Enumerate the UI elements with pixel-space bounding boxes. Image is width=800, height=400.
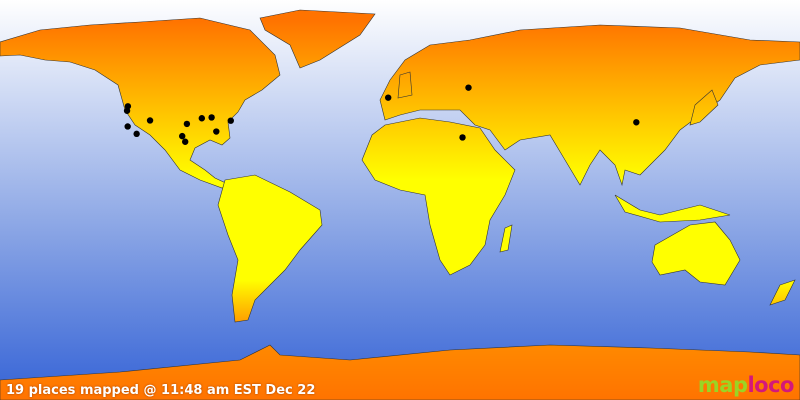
- australia: [651, 221, 741, 286]
- place-marker[interactable]: [633, 119, 640, 126]
- place-marker[interactable]: [124, 123, 131, 130]
- greenland: [259, 9, 376, 69]
- place-marker[interactable]: [227, 117, 234, 124]
- place-marker[interactable]: [181, 138, 189, 145]
- places-caption: 19 places mapped @ 11:48 am EST Dec 22: [6, 383, 316, 398]
- south-america: [217, 174, 323, 323]
- antarctica: [0, 344, 800, 400]
- japan: [689, 89, 719, 126]
- place-marker[interactable]: [183, 120, 191, 128]
- place-marker[interactable]: [123, 107, 131, 114]
- place-marker[interactable]: [384, 94, 392, 101]
- north-america: [0, 17, 281, 189]
- eurasia: [379, 24, 800, 187]
- uk: [397, 71, 413, 99]
- madagascar: [499, 224, 513, 253]
- maploco-logo[interactable]: maploco: [697, 373, 795, 397]
- africa: [361, 117, 516, 276]
- place-marker[interactable]: [198, 115, 206, 122]
- new-zealand: [769, 279, 796, 306]
- logo-map: map: [697, 373, 748, 397]
- place-marker[interactable]: [146, 117, 154, 124]
- logo-loco: loco: [747, 373, 794, 397]
- place-marker[interactable]: [208, 114, 215, 121]
- place-marker[interactable]: [133, 130, 140, 138]
- place-markers: [123, 84, 640, 145]
- place-marker[interactable]: [465, 84, 472, 91]
- place-marker[interactable]: [459, 134, 466, 141]
- place-marker[interactable]: [213, 128, 220, 135]
- place-marker[interactable]: [179, 132, 186, 140]
- indonesia: [614, 194, 731, 223]
